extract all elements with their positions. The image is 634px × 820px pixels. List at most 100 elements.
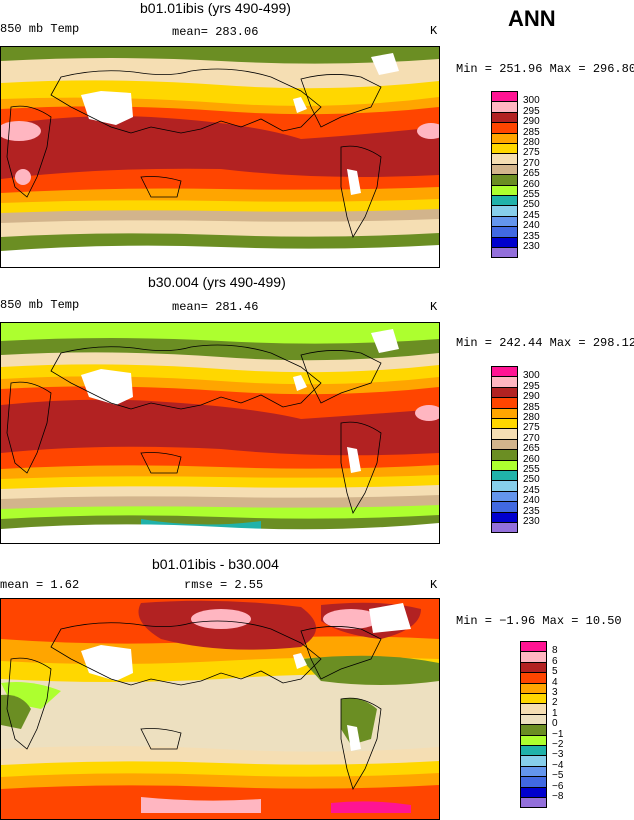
panel3-title: b01.01ibis - b30.004 [152, 556, 279, 572]
colorbar-swatch [491, 386, 518, 399]
colorbar-swatch [491, 501, 518, 513]
colorbar-swatch [520, 734, 547, 746]
colorbar-swatch [491, 236, 518, 248]
colorbar-label: 230 [523, 241, 540, 252]
colorbar-swatch [491, 459, 518, 471]
colorbar-label: 8 [552, 645, 558, 657]
panel3-units: K [430, 578, 438, 592]
colorbar-swatch [491, 480, 518, 492]
colorbar-swatch [491, 143, 518, 155]
colorbar-label: 280 [523, 412, 540, 423]
colorbar-label: 235 [523, 505, 540, 517]
panel3-map [0, 598, 440, 820]
colorbar-swatch [520, 797, 547, 809]
panel1-mean: mean= 283.06 [172, 25, 259, 39]
colorbar-label: 1 [552, 707, 558, 719]
colorbar-swatch [520, 661, 547, 674]
colorbar-swatch [491, 163, 518, 176]
colorbar-label: 4 [552, 676, 558, 688]
colorbar-label: 290 [523, 116, 540, 128]
panel1-map [0, 46, 440, 268]
colorbar-label: 250 [523, 474, 540, 486]
colorbar-label: 235 [523, 230, 540, 242]
colorbar-swatch [520, 693, 547, 705]
colorbar-label: 240 [523, 495, 540, 507]
panel1-minmax: Min = 251.96 Max = 296.80 [456, 62, 634, 76]
colorbar-label: 295 [523, 380, 540, 392]
panel1-units: K [430, 24, 438, 38]
colorbar-label: 255 [523, 464, 540, 475]
colorbar-label: 260 [523, 453, 540, 465]
colorbar-swatch [520, 713, 547, 726]
colorbar-swatch [491, 366, 518, 378]
panel3-map-field [1, 599, 439, 819]
colorbar-swatch [491, 376, 518, 388]
colorbar-swatch [491, 511, 518, 523]
colorbar-label: 0 [552, 718, 558, 730]
colorbar-swatch [491, 101, 518, 113]
panel3-minmax: Min = −1.96 Max = 10.50 [456, 614, 622, 628]
colorbar-label: 245 [523, 484, 540, 496]
colorbar-label: −2 [552, 739, 564, 750]
colorbar-label: 265 [523, 168, 540, 180]
colorbar-label: −4 [552, 759, 564, 771]
colorbar-label: 285 [523, 126, 540, 138]
colorbar-label: 290 [523, 391, 540, 403]
colorbar-swatch [491, 522, 518, 534]
colorbar-label: 270 [523, 432, 540, 444]
panel3-mean: mean = 1.62 [0, 578, 80, 592]
colorbar-label: 285 [523, 401, 540, 413]
panel3-rmse: rmse = 2.55 [184, 578, 264, 592]
colorbar-swatch [491, 226, 518, 238]
colorbar-swatch [520, 786, 547, 798]
colorbar-label: 2 [552, 697, 558, 709]
season-label: ANN [508, 6, 556, 31]
colorbar-swatch [520, 651, 547, 663]
colorbar-label: 230 [523, 516, 540, 527]
panel2-minmax: Min = 242.44 Max = 298.12 [456, 336, 634, 350]
colorbar-swatch [520, 682, 547, 694]
colorbar-label: 300 [523, 95, 540, 107]
colorbar-label: 275 [523, 147, 540, 159]
colorbar-label: −6 [552, 780, 564, 792]
colorbar-label: 245 [523, 209, 540, 221]
colorbar-label: 6 [552, 655, 558, 667]
panel2-units: K [430, 300, 438, 314]
colorbar-label: 250 [523, 199, 540, 211]
colorbar-label: −8 [552, 791, 564, 802]
colorbar-label: 300 [523, 370, 540, 382]
colorbar-swatch [491, 184, 518, 196]
colorbar-swatch [520, 724, 547, 736]
colorbar-swatch [520, 745, 547, 757]
panel1-variable: 850 mb Temp [0, 22, 80, 36]
colorbar-label: −1 [552, 728, 564, 740]
colorbar-label: 275 [523, 422, 540, 434]
colorbar-label: 255 [523, 189, 540, 200]
colorbar-swatch [491, 111, 518, 124]
panel1-title: b01.01ibis (yrs 490-499) [140, 0, 291, 16]
colorbar-swatch [491, 397, 518, 409]
colorbar-swatch [491, 490, 518, 503]
colorbar-swatch [520, 755, 547, 767]
colorbar-label: 260 [523, 178, 540, 190]
colorbar-swatch [520, 703, 547, 715]
panel2-title: b30.004 (yrs 490-499) [148, 274, 286, 290]
colorbar-label: 295 [523, 105, 540, 117]
colorbar-swatch [491, 449, 518, 461]
colorbar-label: −5 [552, 770, 564, 782]
colorbar-label: 265 [523, 443, 540, 455]
colorbar-label: 280 [523, 137, 540, 148]
colorbar-swatch [491, 247, 518, 259]
colorbar-swatch [491, 470, 518, 482]
colorbar-swatch [491, 195, 518, 207]
colorbar-swatch [520, 672, 547, 684]
colorbar-swatch [491, 153, 518, 165]
colorbar-label: −3 [552, 749, 564, 761]
panel2-map-field [1, 323, 439, 543]
colorbar-swatch [491, 418, 518, 430]
colorbar-swatch [491, 174, 518, 186]
colorbar-swatch [491, 91, 518, 103]
colorbar-swatch [520, 765, 547, 778]
colorbar-swatch [491, 428, 518, 440]
colorbar-label: 3 [552, 687, 558, 698]
